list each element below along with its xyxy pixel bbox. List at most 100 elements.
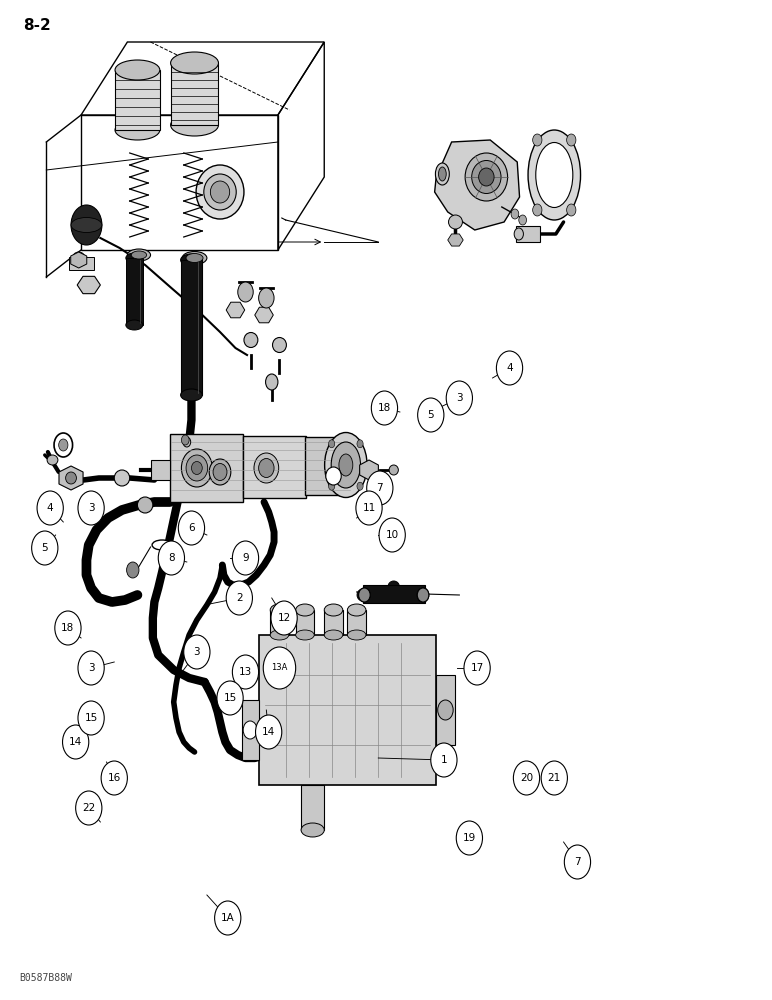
Text: 7: 7 <box>574 857 581 867</box>
Circle shape <box>217 681 243 715</box>
Polygon shape <box>226 302 245 318</box>
Ellipse shape <box>438 700 453 720</box>
Ellipse shape <box>186 455 208 481</box>
Bar <box>364 587 423 602</box>
Text: 15: 15 <box>84 713 98 723</box>
Text: 19: 19 <box>462 833 476 843</box>
Ellipse shape <box>388 581 400 593</box>
Ellipse shape <box>127 249 151 261</box>
Circle shape <box>78 491 104 525</box>
Ellipse shape <box>47 455 58 465</box>
Text: 9: 9 <box>242 553 249 563</box>
Circle shape <box>76 791 102 825</box>
Circle shape <box>71 205 102 245</box>
Circle shape <box>184 635 210 669</box>
Ellipse shape <box>73 252 85 264</box>
Ellipse shape <box>209 459 231 485</box>
Ellipse shape <box>71 218 102 232</box>
Text: 2: 2 <box>236 593 242 603</box>
Circle shape <box>519 215 527 225</box>
Ellipse shape <box>182 251 207 264</box>
Text: 20: 20 <box>520 773 533 783</box>
Bar <box>151 460 170 480</box>
Circle shape <box>533 134 542 146</box>
Circle shape <box>78 701 104 735</box>
Circle shape <box>259 288 274 308</box>
Ellipse shape <box>296 630 314 640</box>
Ellipse shape <box>181 389 202 401</box>
Text: 1A: 1A <box>221 913 235 923</box>
Ellipse shape <box>357 589 369 601</box>
Circle shape <box>329 440 335 448</box>
Ellipse shape <box>137 497 153 513</box>
Ellipse shape <box>270 630 289 640</box>
Polygon shape <box>59 466 83 490</box>
Circle shape <box>533 204 542 216</box>
Ellipse shape <box>204 174 236 210</box>
Bar <box>243 436 306 498</box>
Circle shape <box>232 541 259 575</box>
Ellipse shape <box>465 153 508 201</box>
Circle shape <box>567 204 576 216</box>
Ellipse shape <box>259 458 274 478</box>
Circle shape <box>446 381 472 415</box>
Ellipse shape <box>339 454 353 476</box>
Polygon shape <box>77 276 100 294</box>
Circle shape <box>63 725 89 759</box>
Text: 15: 15 <box>223 693 237 703</box>
Circle shape <box>271 601 297 635</box>
Circle shape <box>371 391 398 425</box>
Circle shape <box>541 761 567 795</box>
Bar <box>270 610 289 635</box>
Ellipse shape <box>472 160 501 194</box>
Ellipse shape <box>296 604 314 616</box>
Text: 5: 5 <box>42 543 48 553</box>
Bar <box>170 434 243 502</box>
Circle shape <box>59 439 68 451</box>
Circle shape <box>54 433 73 457</box>
Ellipse shape <box>183 437 191 447</box>
Circle shape <box>513 761 540 795</box>
Polygon shape <box>448 234 463 246</box>
Ellipse shape <box>326 467 341 485</box>
Text: 14: 14 <box>262 727 276 737</box>
Circle shape <box>32 531 58 565</box>
Ellipse shape <box>417 588 429 602</box>
Ellipse shape <box>324 432 367 497</box>
Text: 3: 3 <box>88 503 94 513</box>
Text: 7: 7 <box>377 483 383 493</box>
Ellipse shape <box>358 588 370 602</box>
Bar <box>347 610 366 635</box>
Polygon shape <box>435 140 520 230</box>
Bar <box>171 63 218 125</box>
Circle shape <box>567 134 576 146</box>
Ellipse shape <box>273 338 286 353</box>
Ellipse shape <box>186 253 203 262</box>
Text: 18: 18 <box>378 403 391 413</box>
Ellipse shape <box>449 215 462 229</box>
Ellipse shape <box>181 254 202 266</box>
Circle shape <box>238 282 253 302</box>
Text: 3: 3 <box>194 647 200 657</box>
Bar <box>242 700 259 760</box>
Text: 16: 16 <box>107 773 121 783</box>
Text: 13A: 13A <box>271 664 288 673</box>
Ellipse shape <box>324 630 343 640</box>
Ellipse shape <box>266 374 278 390</box>
Ellipse shape <box>435 163 449 185</box>
Bar <box>259 635 436 785</box>
Text: 1: 1 <box>441 755 447 765</box>
Circle shape <box>456 821 482 855</box>
Circle shape <box>243 721 257 739</box>
Ellipse shape <box>254 453 279 483</box>
Ellipse shape <box>514 228 523 240</box>
Polygon shape <box>71 252 86 268</box>
Bar <box>324 610 343 635</box>
Ellipse shape <box>417 588 429 602</box>
Text: 13: 13 <box>239 667 252 677</box>
Text: 4: 4 <box>47 503 53 513</box>
Bar <box>126 258 143 325</box>
Text: 21: 21 <box>547 773 561 783</box>
Bar <box>516 226 540 242</box>
Ellipse shape <box>358 588 370 602</box>
